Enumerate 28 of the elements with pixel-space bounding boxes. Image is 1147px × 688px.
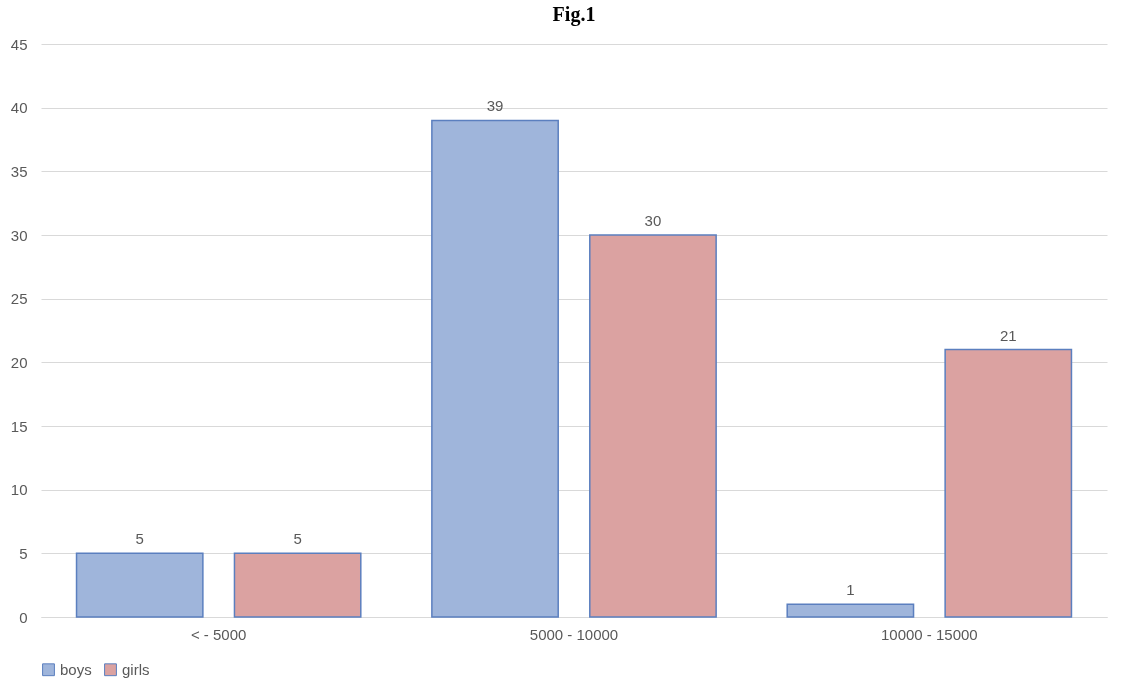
y-tick-label: 30	[10, 226, 28, 244]
y-tick-label: 45	[10, 35, 28, 53]
data-label: 1	[846, 581, 855, 599]
y-tick-label: 5	[19, 544, 28, 562]
y-tick-label: 10	[10, 481, 28, 499]
bar	[589, 234, 717, 618]
bar	[233, 552, 362, 618]
legend-label: girls	[122, 660, 150, 678]
data-label: 39	[486, 97, 504, 115]
data-label: 30	[644, 212, 662, 229]
bar	[431, 119, 559, 618]
y-tick-label: 40	[10, 99, 28, 117]
bar	[944, 348, 1073, 618]
x-tick-label: 5000 - 10000	[529, 625, 619, 643]
data-label: 5	[293, 530, 302, 548]
bar	[786, 603, 915, 618]
x-tick-label: < - 5000	[190, 625, 247, 643]
y-tick-label: 25	[10, 290, 28, 308]
y-tick-label: 15	[10, 417, 28, 435]
data-label: 21	[999, 326, 1017, 344]
bar	[75, 552, 204, 618]
data-label: 5	[135, 530, 144, 548]
y-tick-label: 0	[19, 608, 28, 626]
legend-label: boys	[60, 660, 92, 678]
x-tick-label: 10000 - 15000	[880, 625, 978, 643]
y-tick-label: 20	[10, 353, 28, 371]
chart-title: Fig.1	[552, 3, 596, 26]
y-tick-label: 35	[10, 162, 28, 180]
